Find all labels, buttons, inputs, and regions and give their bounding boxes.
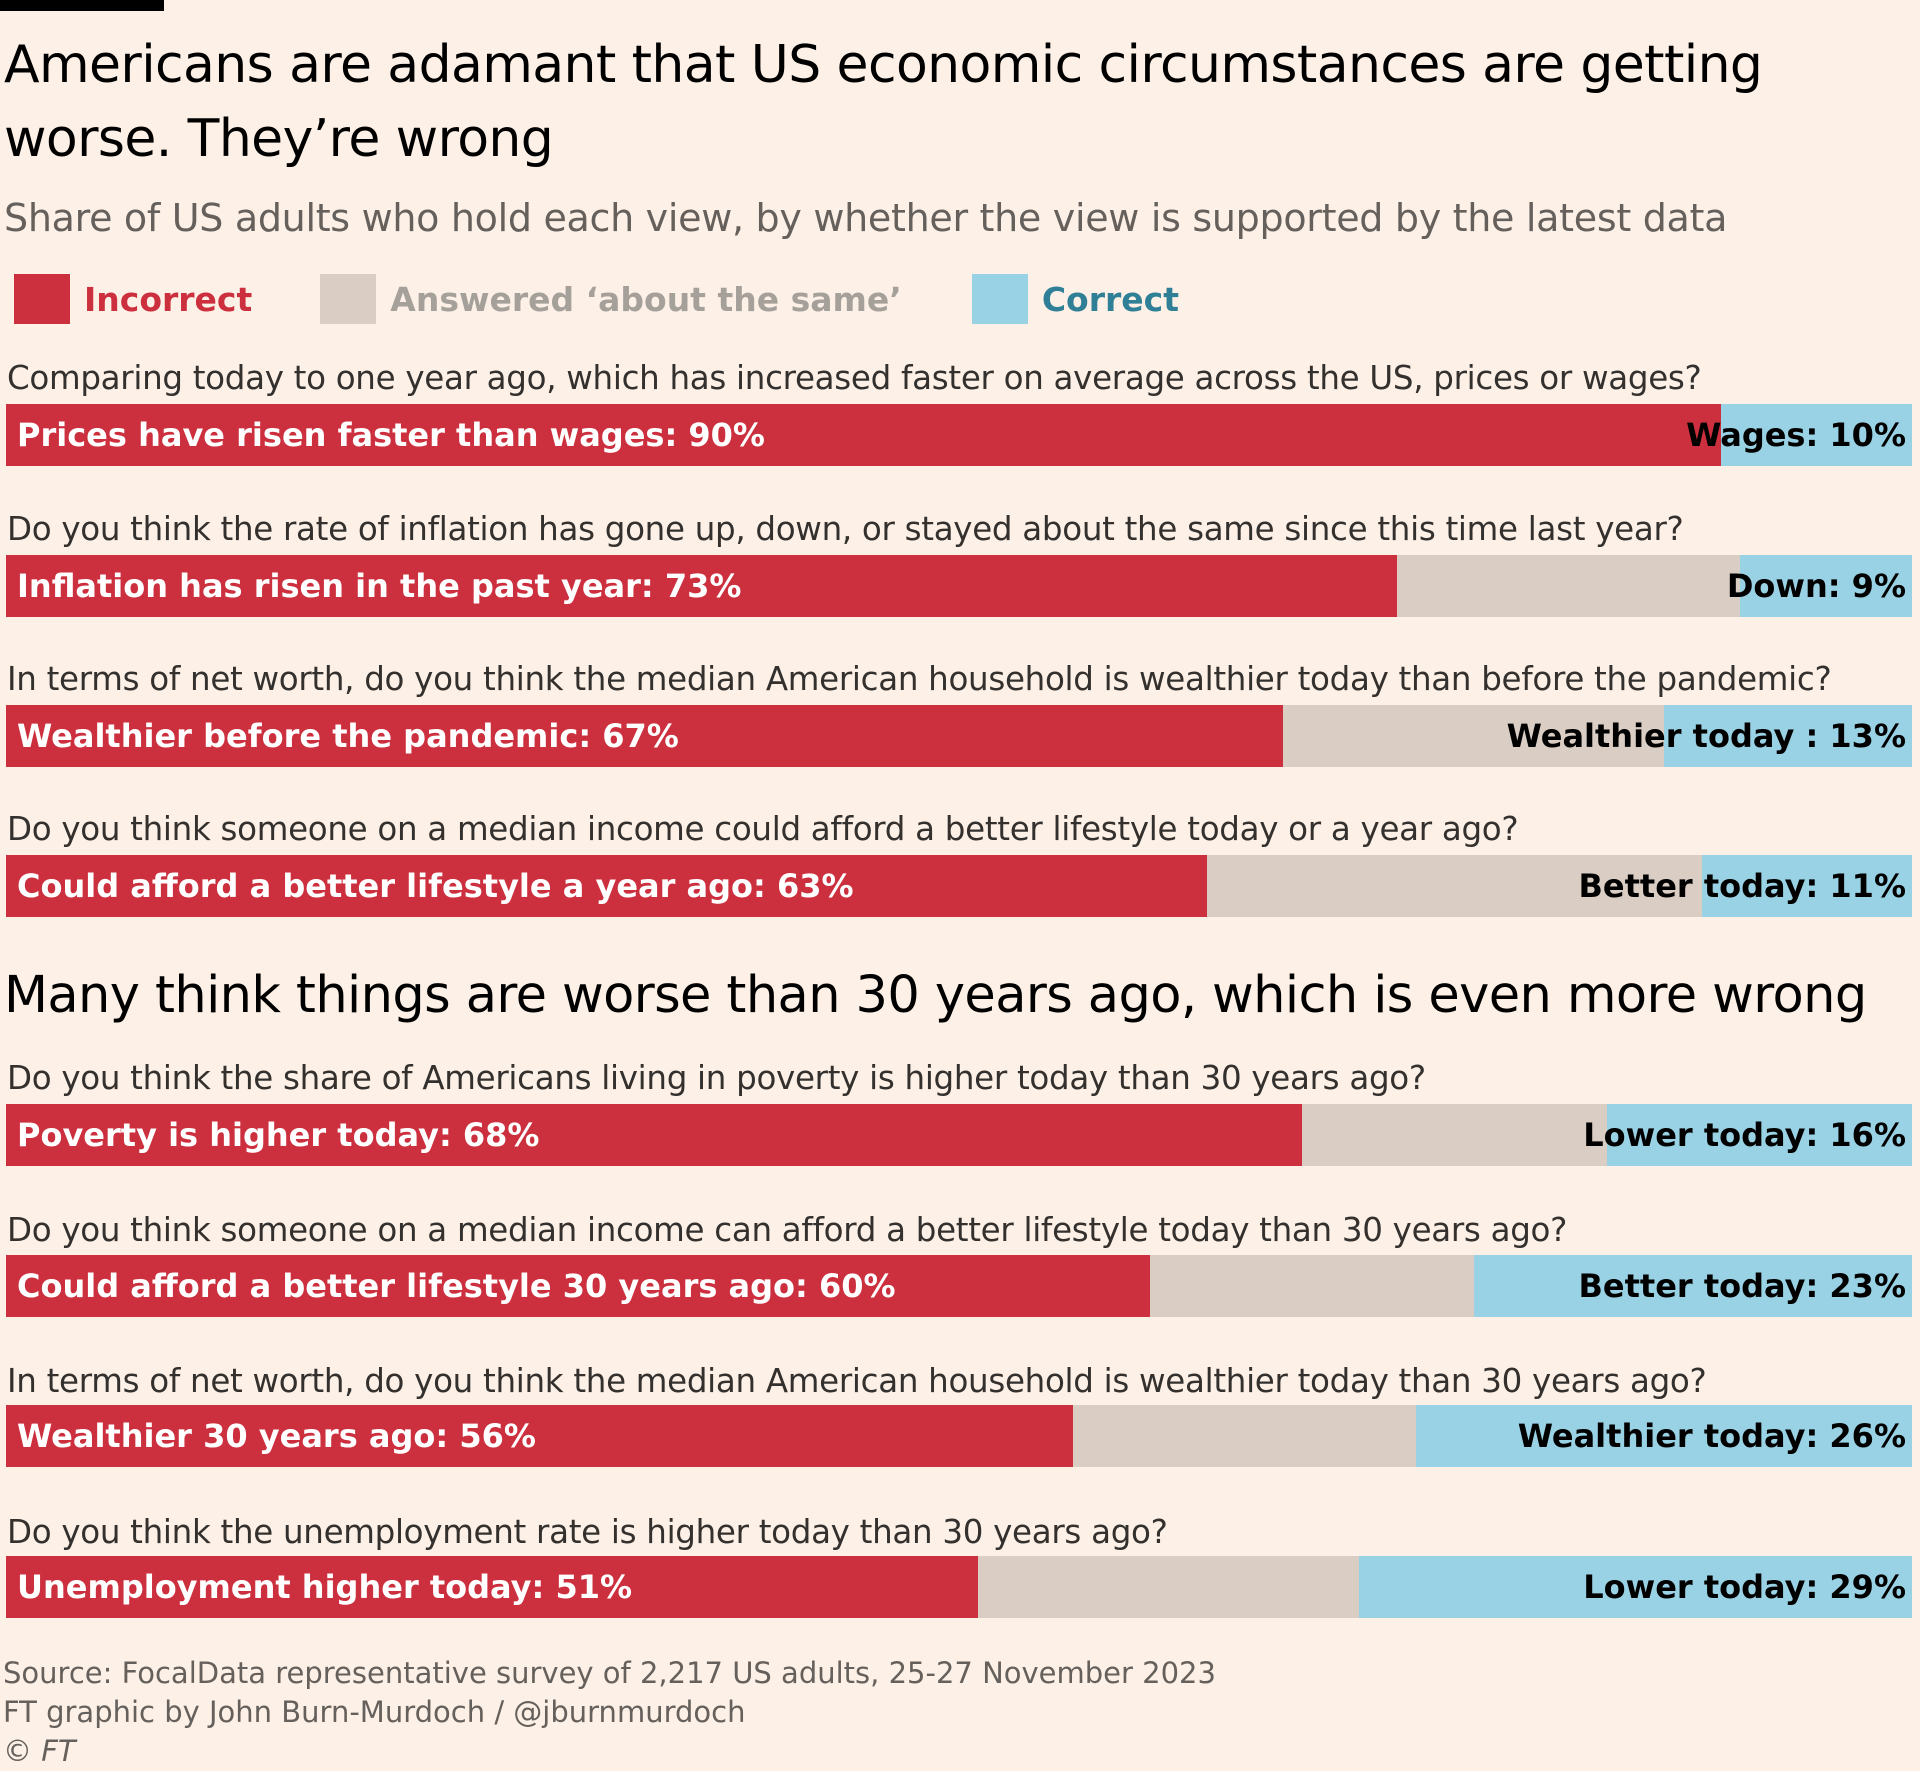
stacked-bar: Could afford a better lifestyle a year a… bbox=[6, 855, 1912, 917]
legend-label-correct: Correct bbox=[1041, 279, 1179, 319]
legend: Incorrect Answered ‘about the same’ Corr… bbox=[14, 273, 1179, 325]
incorrect-value-label: Prices have risen faster than wages: 90% bbox=[17, 416, 765, 454]
stacked-bar: Could afford a better lifestyle 30 years… bbox=[6, 1255, 1912, 1317]
bar-segment-incorrect bbox=[6, 855, 1207, 917]
question-text: In terms of net worth, do you think the … bbox=[7, 1362, 1707, 1400]
question-text: Comparing today to one year ago, which h… bbox=[7, 359, 1702, 397]
ft-top-rule bbox=[0, 0, 164, 11]
correct-value-label: Better today: 11% bbox=[1578, 867, 1907, 905]
bar-segment-same bbox=[978, 1556, 1360, 1618]
question-text: Do you think someone on a median income … bbox=[7, 1211, 1568, 1249]
stacked-bar: Wealthier before the pandemic: 67% Wealth… bbox=[6, 705, 1912, 767]
bar-segment-same bbox=[1283, 705, 1665, 767]
legend-item-correct: Correct bbox=[971, 274, 1179, 324]
legend-swatch-incorrect bbox=[14, 274, 70, 324]
bar-segment-correct bbox=[1607, 1104, 1912, 1166]
bar-segment-correct bbox=[1740, 555, 1912, 617]
footer-credit: FT graphic by John Burn-Murdoch / @jburn… bbox=[3, 1695, 746, 1729]
correct-value-label: Lower today: 29% bbox=[1583, 1568, 1906, 1606]
bar-segment-incorrect bbox=[6, 1104, 1303, 1166]
correct-value-label: Down: 9% bbox=[1726, 567, 1906, 605]
bar-segment-correct bbox=[1702, 855, 1912, 917]
question-text: In terms of net worth, do you think the … bbox=[7, 660, 1832, 698]
section-2-title: Many think things are worse than 30 year… bbox=[4, 966, 1867, 1025]
correct-value-label: Wealthier today: 26% bbox=[1517, 1417, 1906, 1455]
bar-segment-correct bbox=[1473, 1255, 1912, 1317]
stacked-bar: Wealthier 30 years ago: 56% Wealthier tod… bbox=[6, 1405, 1912, 1467]
bar-segment-correct bbox=[1664, 705, 1912, 767]
bar-segment-same bbox=[1206, 855, 1703, 917]
incorrect-value-label: Wealthier 30 years ago: 56% bbox=[17, 1417, 536, 1455]
bar-segment-same bbox=[1397, 555, 1741, 617]
stacked-bar: Unemployment higher today: 51% Lower toda… bbox=[6, 1556, 1912, 1618]
bar-segment-same bbox=[1073, 1405, 1417, 1467]
stacked-bar: Poverty is higher today: 68% Lower today:… bbox=[6, 1104, 1912, 1166]
legend-item-incorrect: Incorrect bbox=[14, 274, 252, 324]
correct-value-label: Wealthier today : 13% bbox=[1506, 717, 1906, 755]
incorrect-value-label: Unemployment higher today: 51% bbox=[17, 1568, 633, 1606]
bar-segment-correct bbox=[1359, 1556, 1912, 1618]
correct-value-label: Lower today: 16% bbox=[1583, 1116, 1906, 1154]
correct-value-label: Better today: 23% bbox=[1578, 1267, 1907, 1305]
bar-segment-incorrect bbox=[6, 404, 1722, 466]
incorrect-value-label: Poverty is higher today: 68% bbox=[17, 1116, 540, 1154]
legend-label-incorrect: Incorrect bbox=[84, 279, 253, 319]
bar-segment-same bbox=[1302, 1104, 1608, 1166]
question-text: Do you think the rate of inflation has g… bbox=[7, 510, 1684, 548]
bar-segment-correct bbox=[1416, 1405, 1912, 1467]
bar-segment-incorrect bbox=[6, 1255, 1150, 1317]
chart-title: Americans are adamant that US economic c… bbox=[4, 35, 1763, 169]
incorrect-value-label: Wealthier before the pandemic: 67% bbox=[17, 717, 679, 755]
legend-label-same: Answered ‘about the same’ bbox=[390, 279, 902, 319]
bar-segment-incorrect bbox=[6, 555, 1398, 617]
bar-segment-incorrect bbox=[6, 705, 1284, 767]
footer-copyright: © FT bbox=[3, 1734, 76, 1768]
incorrect-value-label: Could afford a better lifestyle a year a… bbox=[17, 867, 854, 905]
legend-item-same: Answered ‘about the same’ bbox=[320, 274, 902, 324]
bar-segment-incorrect bbox=[6, 1556, 979, 1618]
question-text: Do you think someone on a median income … bbox=[7, 810, 1519, 848]
correct-value-label: Wages: 10% bbox=[1686, 416, 1906, 454]
question-text: Do you think the unemployment rate is hi… bbox=[7, 1513, 1168, 1551]
question-text: Do you think the share of Americans livi… bbox=[7, 1059, 1426, 1097]
incorrect-value-label: Could afford a better lifestyle 30 years… bbox=[17, 1267, 896, 1305]
footer: Source: FocalData representative survey … bbox=[3, 1654, 1216, 1771]
footer-source: Source: FocalData representative survey … bbox=[3, 1656, 1216, 1690]
legend-swatch-same bbox=[320, 274, 377, 324]
stacked-bar: Inflation has risen in the past year: 73… bbox=[6, 555, 1912, 617]
chart-subtitle: Share of US adults who hold each view, b… bbox=[4, 196, 1728, 240]
bar-segment-incorrect bbox=[6, 1405, 1074, 1467]
bar-segment-correct bbox=[1721, 404, 1912, 466]
incorrect-value-label: Inflation has risen in the past year: 73… bbox=[17, 567, 742, 605]
bar-segment-same bbox=[1149, 1255, 1474, 1317]
stacked-bar: Prices have risen faster than wages: 90%… bbox=[6, 404, 1912, 466]
legend-swatch-correct bbox=[971, 274, 1028, 324]
